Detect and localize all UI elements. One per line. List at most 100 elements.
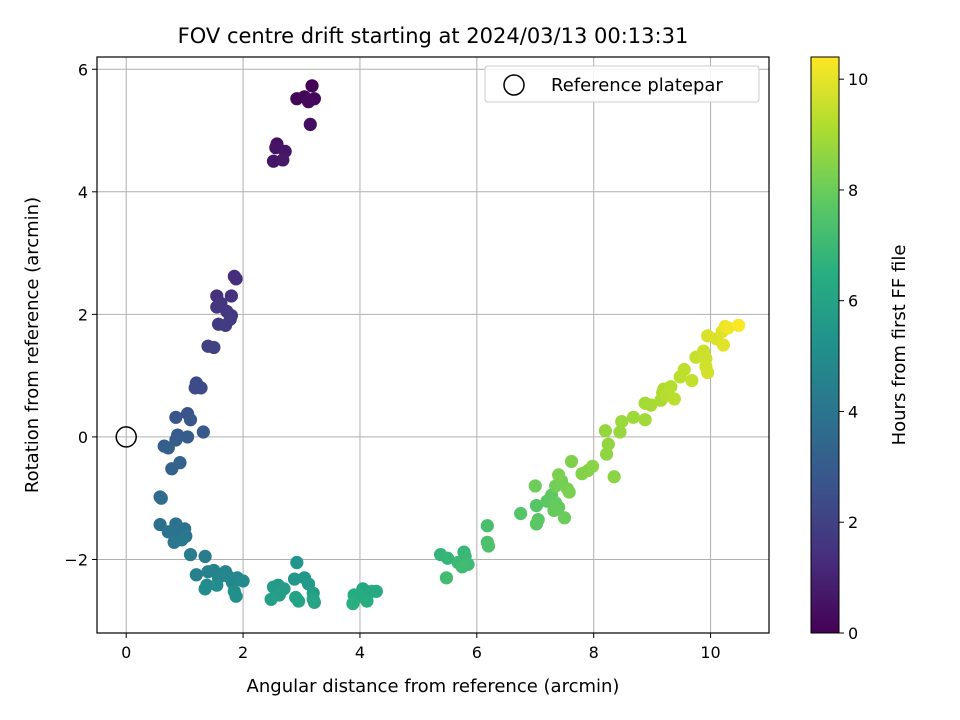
data-point xyxy=(716,338,731,352)
y-tick-label: 4 xyxy=(78,183,88,202)
y-tick-label: −2 xyxy=(64,550,88,569)
y-axis-ticks: −2 0 2 4 6 xyxy=(64,60,97,569)
legend-marker-icon xyxy=(503,74,525,96)
data-point xyxy=(626,410,641,424)
data-point xyxy=(607,470,621,484)
reference-platepar-point xyxy=(115,426,137,448)
data-point xyxy=(455,560,469,574)
data-point xyxy=(210,300,224,314)
data-point xyxy=(175,533,189,547)
data-point xyxy=(644,398,658,412)
data-point xyxy=(481,539,496,553)
data-point xyxy=(346,596,360,611)
x-tick-label: 4 xyxy=(355,643,365,662)
data-point xyxy=(236,574,250,588)
data-point xyxy=(732,318,746,332)
colorbar-label: Hours from first FF file xyxy=(889,245,910,446)
data-point xyxy=(229,272,243,286)
data-point xyxy=(562,485,576,499)
data-point xyxy=(360,594,374,608)
data-point xyxy=(552,468,566,482)
data-point xyxy=(290,555,304,570)
data-point xyxy=(547,503,561,518)
data-point xyxy=(599,447,614,461)
data-point xyxy=(529,498,544,513)
data-point xyxy=(615,414,629,429)
plot-frame xyxy=(96,56,770,634)
data-point xyxy=(264,592,278,606)
data-point xyxy=(180,430,195,444)
reference-marker xyxy=(115,426,137,448)
data-point xyxy=(638,413,652,427)
x-tick-label: 2 xyxy=(238,643,248,662)
data-point xyxy=(564,454,579,469)
colorbar-gradient xyxy=(810,56,840,634)
data-point xyxy=(721,321,735,335)
colorbar-tick-label: 10 xyxy=(848,70,868,89)
data-point xyxy=(161,525,175,539)
data-point xyxy=(290,92,304,106)
x-tick-label: 8 xyxy=(589,643,599,662)
colorbar-tick-label: 8 xyxy=(848,181,858,200)
data-point xyxy=(210,578,224,592)
data-point xyxy=(169,410,183,424)
data-point xyxy=(198,582,212,596)
data-point xyxy=(667,392,681,406)
y-axis-label: Rotation from reference (arcmin) xyxy=(22,197,43,493)
data-point xyxy=(601,437,615,451)
x-axis-label: Angular distance from reference (arcmin) xyxy=(247,676,620,697)
data-point xyxy=(301,95,316,109)
data-point xyxy=(198,549,212,564)
colorbar: 0 2 4 6 8 10 Hours from first FF file xyxy=(810,56,910,643)
data-point xyxy=(701,365,715,380)
data-point xyxy=(480,519,494,533)
legend-entry-reference: Reference platepar xyxy=(551,75,723,96)
data-point xyxy=(189,568,203,582)
y-tick-label: 0 xyxy=(78,428,88,447)
data-point xyxy=(229,589,243,603)
data-point xyxy=(307,595,321,609)
y-tick-label: 6 xyxy=(78,60,88,79)
x-axis-ticks: 0 2 4 6 8 10 xyxy=(121,633,721,662)
data-point xyxy=(276,153,290,167)
data-point xyxy=(514,506,528,521)
data-point xyxy=(207,340,221,355)
legend: Reference platepar xyxy=(484,65,760,103)
data-point xyxy=(218,318,233,332)
colorbar-tick-label: 6 xyxy=(848,292,858,311)
data-point xyxy=(165,462,179,476)
data-point xyxy=(369,584,383,598)
data-point xyxy=(303,117,317,132)
data-point xyxy=(287,572,302,586)
data-point xyxy=(183,413,198,427)
colorbar-ticks: 0 2 4 6 8 10 xyxy=(839,70,868,643)
grid-lines xyxy=(97,57,769,633)
x-tick-label: 10 xyxy=(700,643,720,662)
data-point xyxy=(585,459,600,473)
colorbar-tick-label: 0 xyxy=(848,624,858,643)
data-point xyxy=(305,79,319,93)
data-point xyxy=(441,551,455,565)
data-point xyxy=(161,441,175,455)
data-point xyxy=(528,479,542,493)
x-tick-label: 6 xyxy=(472,643,482,662)
data-point xyxy=(685,373,699,388)
colorbar-tick-label: 4 xyxy=(848,402,858,421)
chart-title: FOV centre drift starting at 2024/03/13 … xyxy=(178,24,689,48)
data-point xyxy=(154,491,168,505)
colorbar-tick-label: 2 xyxy=(848,513,858,532)
data-point xyxy=(439,571,454,585)
data-point xyxy=(224,289,238,303)
y-tick-label: 2 xyxy=(78,305,88,324)
data-points xyxy=(153,79,746,611)
data-point xyxy=(677,362,691,377)
data-point xyxy=(183,547,198,562)
data-point xyxy=(557,511,572,525)
data-point xyxy=(188,381,202,395)
legend-box xyxy=(484,65,760,103)
data-point xyxy=(196,425,210,439)
data-point xyxy=(529,517,544,531)
data-point xyxy=(598,424,612,438)
data-point xyxy=(613,425,627,439)
